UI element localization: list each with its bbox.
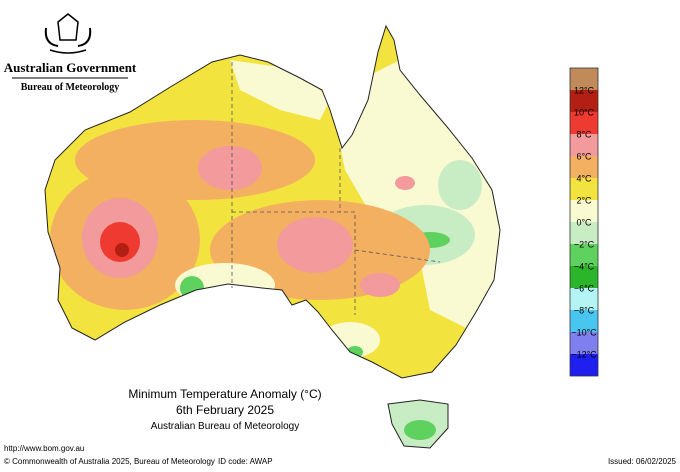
legend-swatch xyxy=(570,156,598,178)
bureau-name: Bureau of Meteorology xyxy=(21,82,120,93)
legend-swatch xyxy=(570,112,598,134)
legend-swatch xyxy=(570,90,598,112)
legend: 12°C 10°C 8°C 6°C 4°C 2°C 0°C −2°C −4°C −6°C −8°C −… xyxy=(569,67,599,377)
legend-swatch xyxy=(570,354,598,376)
legend-label: −8°C xyxy=(574,305,595,315)
footer-issued: Issued: 06/02/2025 xyxy=(608,457,677,466)
legend-swatch xyxy=(570,266,598,288)
legend-label: 2°C xyxy=(576,195,592,205)
map-title: Minimum Temperature Anomaly (°C) xyxy=(128,387,321,401)
legend-swatch xyxy=(570,178,598,200)
footer-url: http://www.bom.gov.au xyxy=(4,444,84,453)
legend-label: 10°C xyxy=(574,107,595,117)
legend-label: 0°C xyxy=(576,217,592,227)
legend-swatch xyxy=(570,332,598,354)
legend-label: 4°C xyxy=(576,173,592,183)
legend-label: −6°C xyxy=(574,283,595,293)
government-name: Australian Government xyxy=(4,60,137,75)
legend-frame xyxy=(569,67,599,377)
legend-label: −2°C xyxy=(574,239,595,249)
coastline xyxy=(44,24,501,449)
legend-label: 12°C xyxy=(574,85,595,95)
legend-label: 6°C xyxy=(576,151,592,161)
map-date: 6th February 2025 xyxy=(176,403,274,417)
government-logo xyxy=(44,13,92,54)
legend-swatch xyxy=(570,134,598,156)
legend-label: −4°C xyxy=(574,261,595,271)
legend-swatch xyxy=(570,310,598,332)
legend-swatch xyxy=(570,288,598,310)
legend-swatch xyxy=(570,68,598,90)
footer-copyright: © Commonwealth of Australia 2025, Bureau… xyxy=(4,457,215,466)
legend-label: −12°C xyxy=(571,349,597,359)
legend-label: 8°C xyxy=(576,129,592,139)
footer-id: ID code: AWAP xyxy=(218,457,273,466)
legend-swatch xyxy=(570,222,598,244)
legend-swatch xyxy=(570,244,598,266)
legend-swatch xyxy=(570,200,598,222)
state-borders xyxy=(231,62,441,315)
map-source: Australian Bureau of Meteorology xyxy=(151,421,299,432)
legend-label: −10°C xyxy=(571,327,597,337)
